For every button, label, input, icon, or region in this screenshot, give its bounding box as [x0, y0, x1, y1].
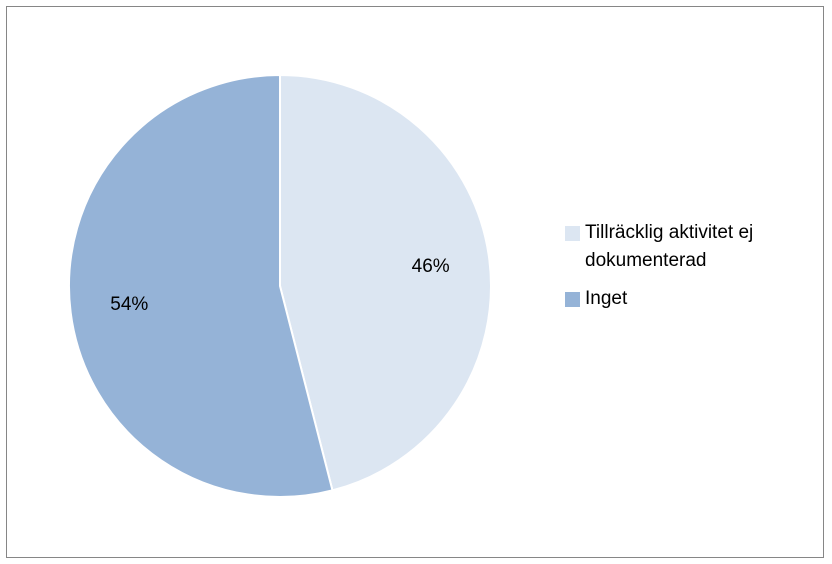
pie-slice-0 [279, 73, 492, 492]
legend-swatch-1 [565, 292, 580, 307]
pie-chart: 46% 54% [68, 73, 492, 498]
pie-slice-1 [68, 73, 334, 498]
legend-label-1: Inget [585, 288, 628, 309]
legend: Tillräcklig aktivitet ej dokumenterad In… [565, 219, 815, 323]
pie-data-label-1: 54% [110, 294, 148, 315]
legend-swatch-0 [565, 226, 580, 241]
legend-item-0: Tillräcklig aktivitet ej dokumenterad [565, 219, 815, 275]
legend-item-1: Inget [565, 285, 815, 313]
legend-label-0: Tillräcklig aktivitet ej dokumenterad [585, 222, 754, 271]
chart-area: 46% 54% Tillräcklig aktivitet ej dokument… [6, 6, 824, 558]
pie-data-label-0: 46% [412, 256, 450, 277]
